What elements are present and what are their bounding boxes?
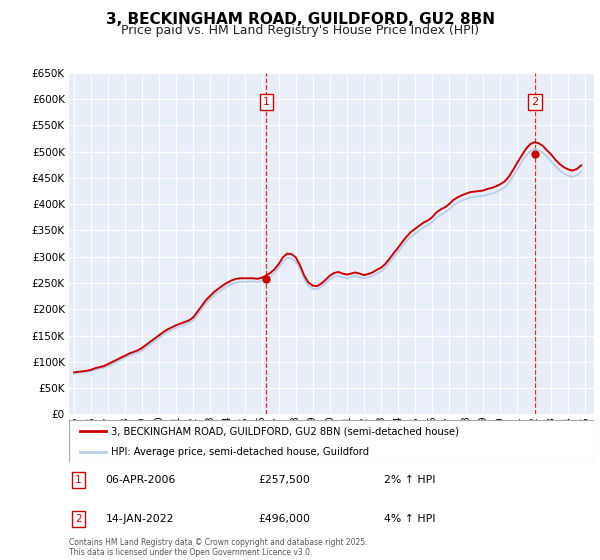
Text: 3, BECKINGHAM ROAD, GUILDFORD, GU2 8BN: 3, BECKINGHAM ROAD, GUILDFORD, GU2 8BN	[106, 12, 494, 27]
Text: 2% ↑ HPI: 2% ↑ HPI	[384, 475, 436, 485]
Text: £496,000: £496,000	[258, 514, 310, 524]
Text: 14-JAN-2022: 14-JAN-2022	[106, 514, 174, 524]
Text: 1: 1	[75, 475, 82, 485]
Text: HPI: Average price, semi-detached house, Guildford: HPI: Average price, semi-detached house,…	[111, 447, 369, 458]
Text: 2: 2	[75, 514, 82, 524]
Text: Price paid vs. HM Land Registry's House Price Index (HPI): Price paid vs. HM Land Registry's House …	[121, 24, 479, 37]
Text: £257,500: £257,500	[258, 475, 310, 485]
Text: 3, BECKINGHAM ROAD, GUILDFORD, GU2 8BN (semi-detached house): 3, BECKINGHAM ROAD, GUILDFORD, GU2 8BN (…	[111, 426, 459, 436]
Text: 06-APR-2006: 06-APR-2006	[106, 475, 176, 485]
Text: 2: 2	[532, 97, 539, 107]
Text: 1: 1	[263, 97, 270, 107]
Text: 4% ↑ HPI: 4% ↑ HPI	[384, 514, 436, 524]
Text: Contains HM Land Registry data © Crown copyright and database right 2025.
This d: Contains HM Land Registry data © Crown c…	[69, 538, 367, 557]
